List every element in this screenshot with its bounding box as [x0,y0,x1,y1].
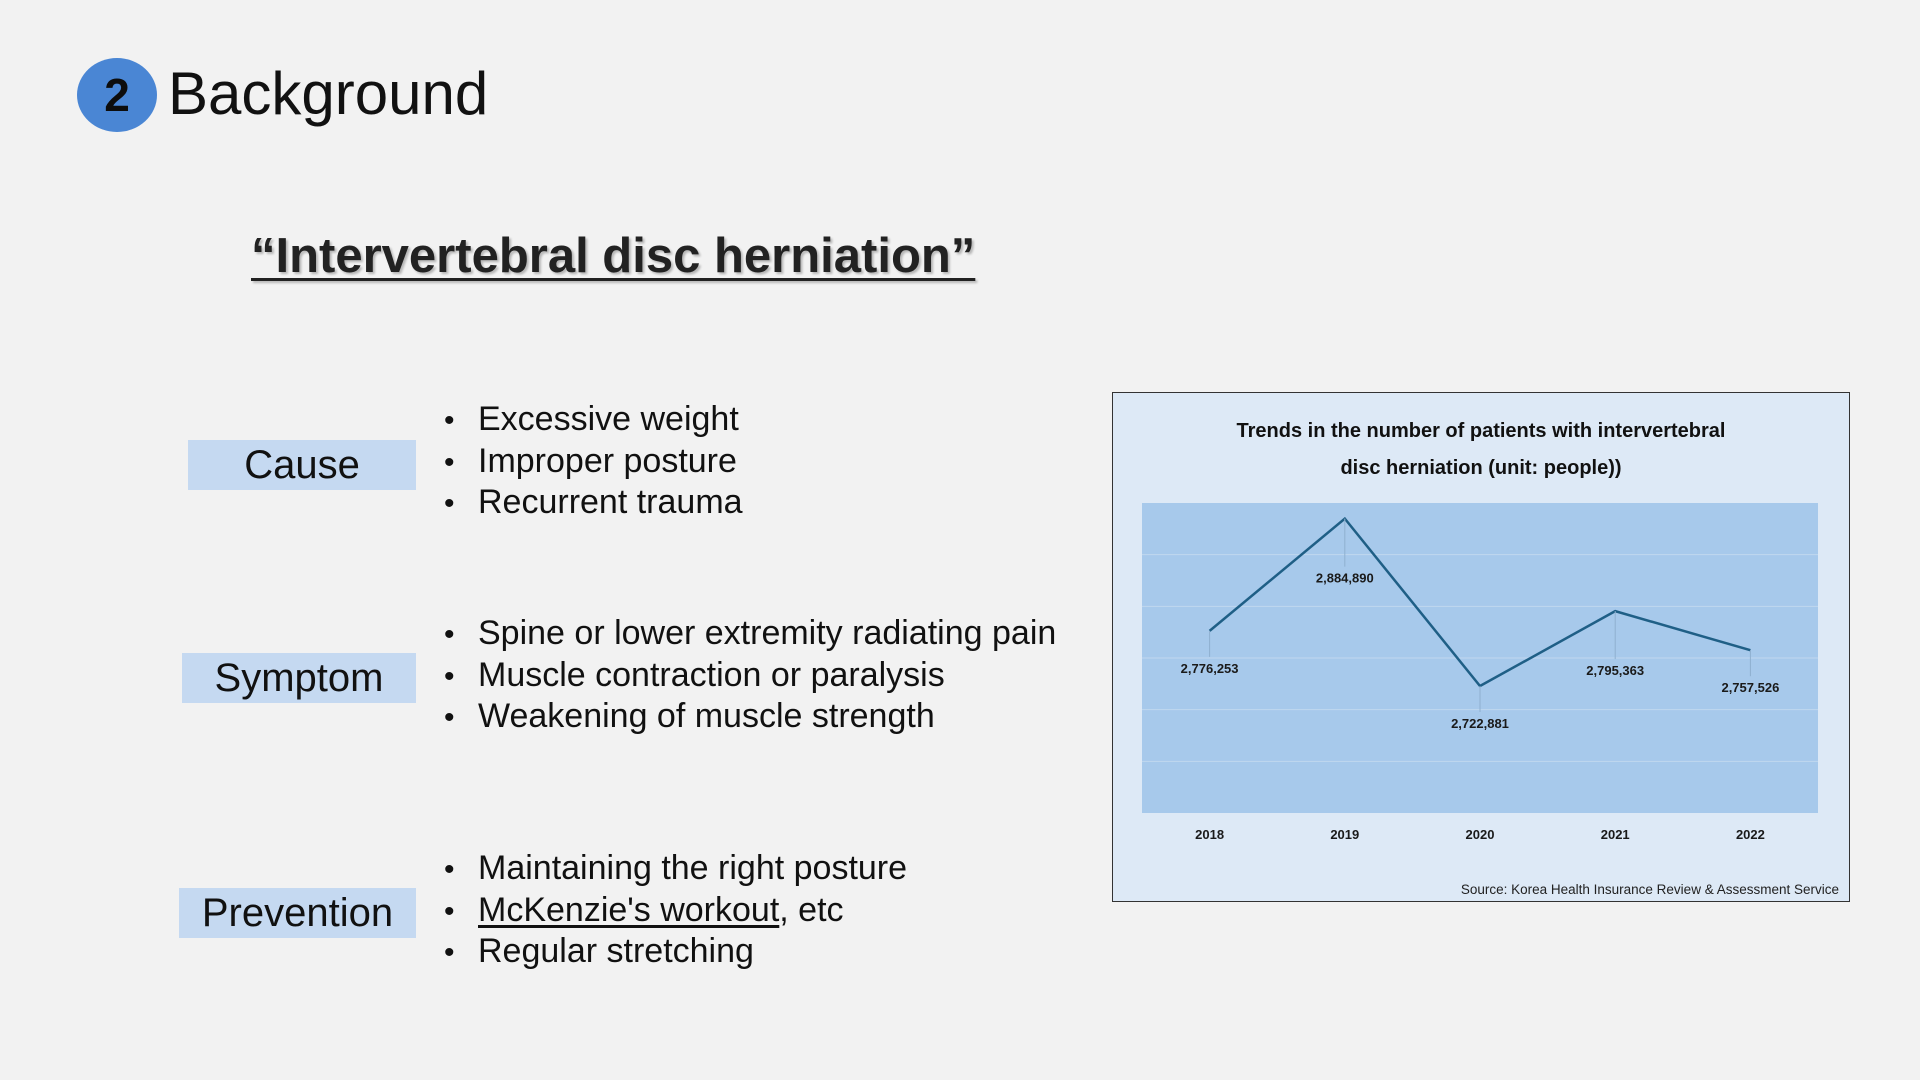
list-item: • McKenzie's workout, etc [444,890,907,932]
list-item: • Regular stretching [444,931,907,973]
list-item: • Muscle contraction or paralysis [444,655,1056,697]
x-tick-label: 2022 [1736,827,1765,842]
bullet-icon: • [444,853,455,886]
chart-title-line-2: disc herniation (unit: people)) [1340,457,1622,479]
bullet-icon: • [444,445,455,479]
x-tick-label: 2021 [1601,827,1630,842]
bullet-icon: • [444,659,455,693]
list-item: • Weakening of muscle strength [444,696,1056,738]
list-item: • Maintaining the right posture [444,848,907,890]
bullet-icon: • [444,487,455,520]
bullet-icon: • [444,936,455,969]
cause-list: • Excessive weight • Improper posture • Rec… [444,399,743,524]
bullet-icon: • [444,618,455,651]
page-title: Background [168,60,489,127]
series-line [1208,516,1751,688]
data-label: 2,757,526 [1721,680,1779,695]
bullet-icon: • [444,404,455,437]
patient-trend-chart: Trends in the number of patients with in… [1112,392,1850,902]
prevention-list: • Maintaining the right posture • McKenzie… [444,848,907,973]
slide-number-badge: 2 [77,58,157,132]
x-tick-label: 2019 [1330,827,1359,842]
list-item: • Excessive weight [444,399,743,441]
topic-heading: “Intervertebral disc herniation” [251,229,976,283]
chart-source: Source: Korea Health Insurance Review & … [1460,882,1839,897]
prevention-label: Prevention [179,888,416,938]
mckenzie-link[interactable]: McKenzie's workout [478,890,780,929]
list-item: • Spine or lower extremity radiating pain [444,613,1056,655]
data-label: 2,884,890 [1316,571,1374,586]
list-item: • Recurrent trauma [444,482,743,524]
symptom-list: • Spine or lower extremity radiating pain… [444,613,1056,738]
data-label: 2,776,253 [1181,661,1239,676]
data-label: 2,795,363 [1586,663,1644,678]
bullet-icon: • [444,701,455,734]
list-item: • Improper posture [444,441,743,483]
symptom-label: Symptom [182,653,416,703]
bullet-icon: • [444,894,455,928]
cause-label: Cause [188,440,416,490]
x-tick-label: 2018 [1195,827,1224,842]
chart-title-line-1: Trends in the number of patients with in… [1236,420,1726,442]
x-tick-label: 2020 [1466,827,1495,842]
chart-plot: 2,776,253 2,884,890 2,722,881 2,795,363 2,75… [1142,503,1818,842]
data-label: 2,722,881 [1451,716,1509,731]
